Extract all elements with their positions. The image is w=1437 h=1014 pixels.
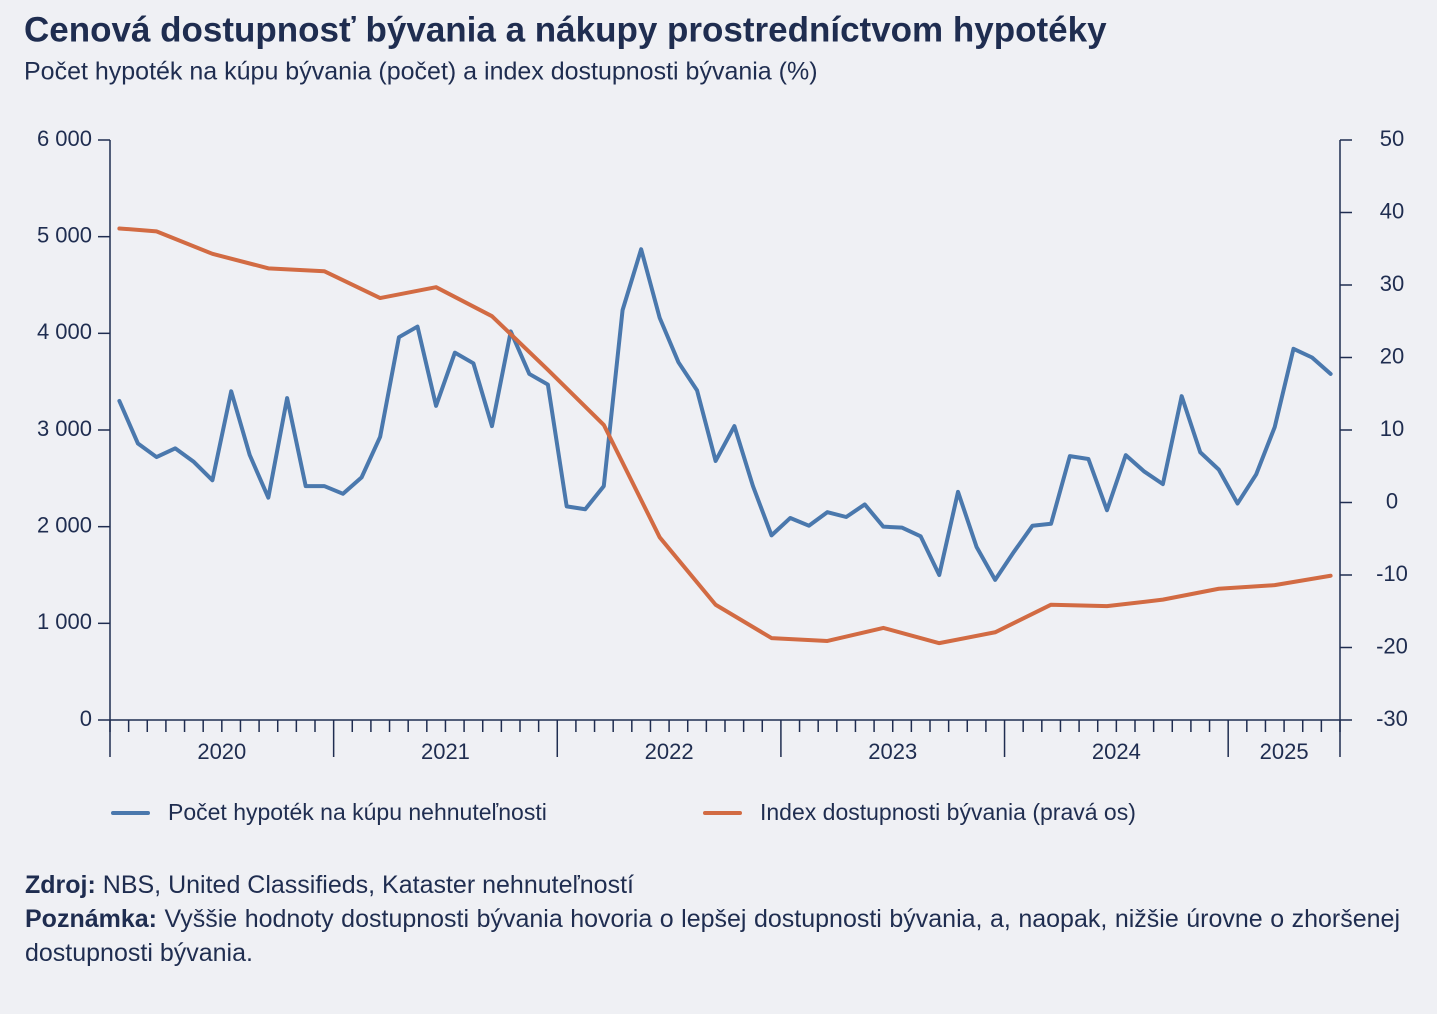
y2-tick-label: -30 [1376,706,1408,731]
footer: Zdroj: NBS, United Classifieds, Kataster… [25,868,1400,970]
series-line [117,226,1333,646]
y2-tick-label: 20 [1380,343,1404,368]
y2-tick-label: 30 [1380,271,1404,296]
legend-label: Index dostupnosti bývania (pravá os) [760,799,1136,825]
note-text: Vyššie hodnoty dostupnosti bývania hovor… [25,905,1400,967]
x-tick-label: 2022 [645,739,694,764]
y-tick-label: 0 [80,706,92,731]
y-tick-label: 2 000 [37,512,92,537]
legend-label: Počet hypoték na kúpu nehnuteľnosti [168,799,547,825]
y-tick-label: 6 000 [37,126,92,151]
note: Poznámka: Vyššie hodnoty dostupnosti býv… [25,902,1400,970]
y2-tick-label: 50 [1380,126,1404,151]
note-label: Poznámka: [25,905,157,933]
x-tick-label: 2025 [1260,739,1309,764]
y2-tick-label: -10 [1376,561,1408,586]
y-tick-label: 3 000 [37,416,92,441]
x-tick-label: 2021 [421,739,470,764]
x-tick-label: 2020 [197,739,246,764]
y-tick-label: 5 000 [37,222,92,247]
chart-subtitle: Počet hypoték na kúpu bývania (počet) a … [24,58,818,86]
x-tick-label: 2023 [868,739,917,764]
chart-title: Cenová dostupnosť bývania a nákupy prost… [24,10,1107,49]
source-label: Zdroj: [25,871,96,899]
chart: Cenová dostupnosť bývania a nákupy prost… [24,10,1408,825]
y2-tick-label: -20 [1376,633,1408,658]
y2-tick-label: 0 [1386,488,1398,513]
source-text: NBS, United Classifieds, Kataster nehnut… [102,871,634,899]
source: Zdroj: NBS, United Classifieds, Kataster… [25,868,1400,902]
y2-tick-label: 40 [1380,198,1404,223]
series-line [117,247,1333,582]
y-tick-label: 1 000 [37,609,92,634]
y2-tick-label: 10 [1380,416,1404,441]
x-tick-label: 2024 [1092,739,1141,764]
y-tick-label: 4 000 [37,319,92,344]
